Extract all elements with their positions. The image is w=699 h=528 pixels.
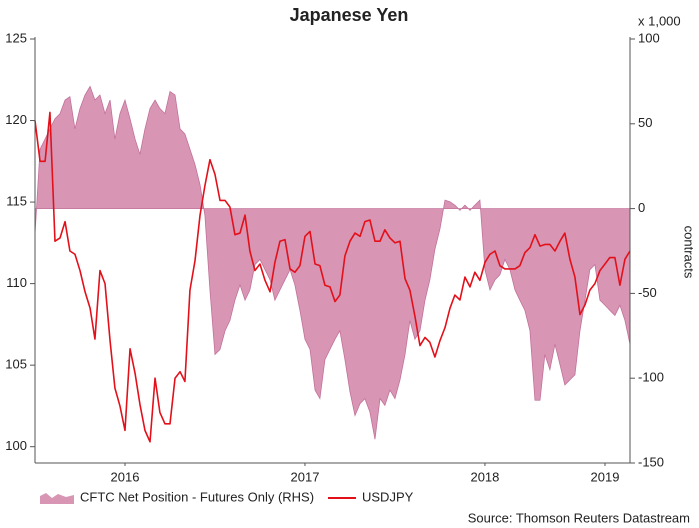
y-tick-label: 125	[5, 30, 27, 45]
chart-title: Japanese Yen	[290, 5, 409, 25]
area	[34, 85, 631, 440]
y-tick-label: 120	[5, 112, 27, 127]
legend-label: USDJPY	[362, 489, 414, 504]
y-tick-label: 110	[6, 275, 27, 290]
y2-tick-label: -150	[638, 454, 664, 469]
y2-tick-label: -50	[638, 285, 657, 300]
y2-tick-label: -100	[638, 370, 664, 385]
source: Source: Thomson Reuters Datastream	[468, 510, 690, 525]
legend-label: CFTC Net Position - Futures Only (RHS)	[80, 489, 314, 504]
x-tick-label: 2019	[591, 469, 620, 484]
legend-swatch	[40, 493, 74, 504]
y-tick-label: 100	[5, 438, 27, 453]
y2-axis-label: contracts	[682, 226, 697, 279]
line	[34, 111, 631, 443]
x-tick-label: 2018	[470, 469, 499, 484]
x-tick-label: 2016	[111, 469, 140, 484]
x-tick-label: 2017	[291, 469, 320, 484]
y-tick-label: 115	[6, 194, 27, 209]
y2-tick-label: 100	[638, 30, 660, 45]
y2-unit: x 1,000	[638, 13, 681, 28]
y-tick-label: 105	[5, 357, 27, 372]
y2-tick-label: 50	[638, 115, 652, 130]
y2-tick-label: 0	[638, 200, 645, 215]
